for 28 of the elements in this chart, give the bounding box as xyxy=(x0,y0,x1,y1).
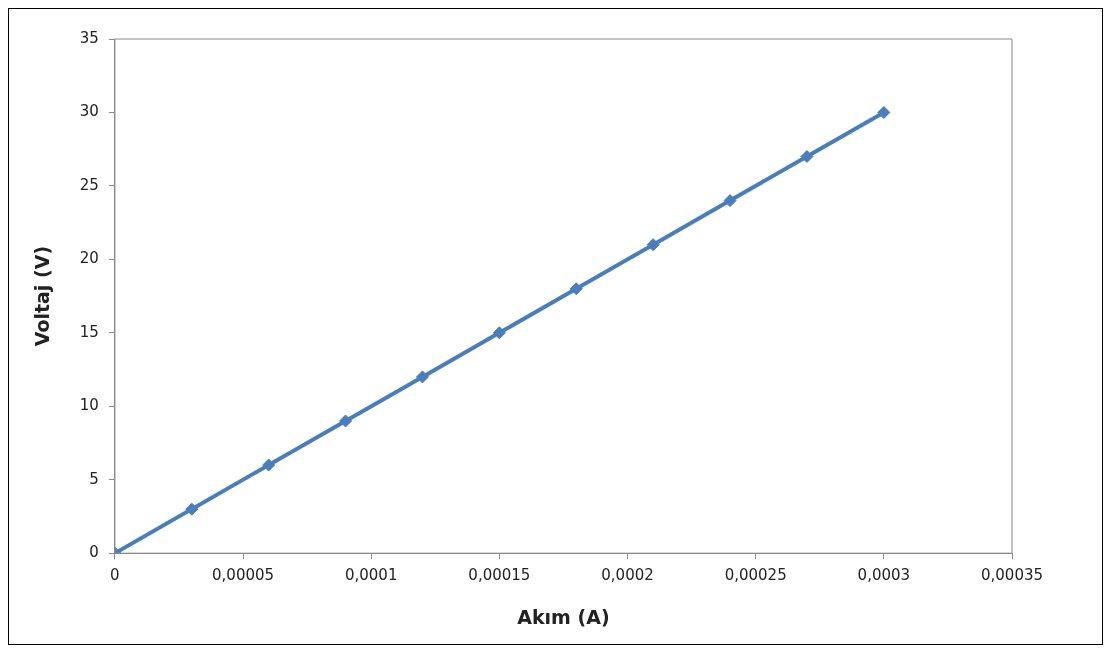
x-tick-label: 0,0002 xyxy=(601,566,654,585)
y-tick-label: 5 xyxy=(89,469,99,488)
y-tick-label: 35 xyxy=(79,28,99,47)
x-axis-title: Akım (A) xyxy=(517,605,610,628)
x-tick-label: 0,00015 xyxy=(468,566,531,585)
y-tick-label: 0 xyxy=(89,543,99,562)
point xyxy=(339,414,353,428)
point xyxy=(800,150,814,164)
x-tick-label: 0,00005 xyxy=(212,566,275,585)
x-tick-label: 0 xyxy=(110,566,120,585)
y-tick-label: 30 xyxy=(79,102,99,121)
point xyxy=(646,238,660,252)
x-tick-label: 0,00035 xyxy=(980,566,1044,585)
y-tick-label: 10 xyxy=(79,396,99,415)
y-tick-label: 15 xyxy=(79,322,99,341)
y-tick-label: 25 xyxy=(79,175,99,194)
y-axis-title: Voltaj (V) xyxy=(31,245,54,347)
x-tick-label: 0,0003 xyxy=(857,566,911,585)
x-tick-label: 0,0001 xyxy=(344,566,398,585)
point xyxy=(723,194,737,208)
point xyxy=(569,282,583,296)
point xyxy=(415,370,429,384)
point xyxy=(262,458,276,472)
point xyxy=(185,502,199,516)
y-tick-label: 20 xyxy=(79,249,99,268)
point xyxy=(877,105,891,119)
point xyxy=(492,326,506,340)
x-tick-label: 0,00025 xyxy=(724,566,787,585)
